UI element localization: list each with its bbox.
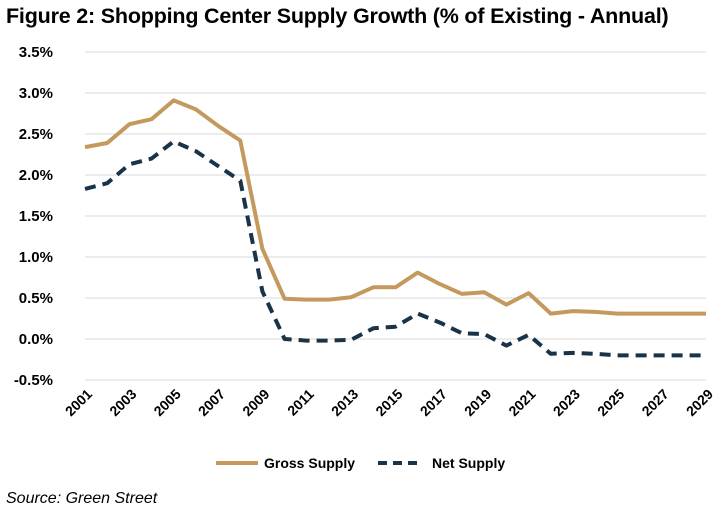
x-tick-label: 2013 <box>328 386 361 419</box>
x-tick-label: 2005 <box>150 386 183 419</box>
x-axis-ticks: 2001 2003 2005 2007 2009 2011 2013 2015 2017 2019… <box>62 386 716 419</box>
source-note: Source: Green Street <box>6 490 158 507</box>
series-lines <box>84 98 706 358</box>
x-tick-label: 2029 <box>683 386 716 419</box>
x-tick-label: 2011 <box>284 386 317 419</box>
legend-label: Gross Supply <box>264 455 355 471</box>
x-tick-label: 2027 <box>638 386 671 419</box>
x-tick-label: 2017 <box>417 386 450 419</box>
y-tick-label: 0.5% <box>19 290 53 307</box>
gridlines <box>85 51 706 381</box>
legend-label: Net Supply <box>432 455 505 471</box>
y-axis-ticks: -0.5% 0.0% 0.5% 1.0% 1.5% 2.0% 2.5% 3.0% 3.5% <box>14 44 53 389</box>
x-tick-label: 2025 <box>594 386 627 419</box>
x-tick-label: 2023 <box>550 386 583 419</box>
y-tick-label: 2.0% <box>19 167 53 184</box>
net-supply-line <box>84 139 706 358</box>
y-tick-label: 0.0% <box>19 331 53 348</box>
x-tick-label: 2019 <box>461 386 494 419</box>
x-tick-label: 2009 <box>239 386 272 419</box>
y-tick-label: -0.5% <box>14 372 53 389</box>
gross-supply-line <box>84 98 706 316</box>
y-tick-label: 3.0% <box>19 85 53 102</box>
x-tick-label: 2007 <box>195 386 228 419</box>
x-tick-label: 2001 <box>62 386 95 419</box>
y-tick-label: 1.0% <box>19 249 53 266</box>
y-tick-label: 2.5% <box>19 126 53 143</box>
legend: Gross Supply Net Supply <box>216 455 505 471</box>
x-tick-label: 2021 <box>505 386 538 419</box>
x-tick-label: 2003 <box>106 386 139 419</box>
y-tick-label: 3.5% <box>19 44 53 61</box>
chart-title: Figure 2: Shopping Center Supply Growth … <box>6 4 669 28</box>
x-tick-label: 2015 <box>372 386 405 419</box>
y-tick-label: 1.5% <box>19 208 53 225</box>
